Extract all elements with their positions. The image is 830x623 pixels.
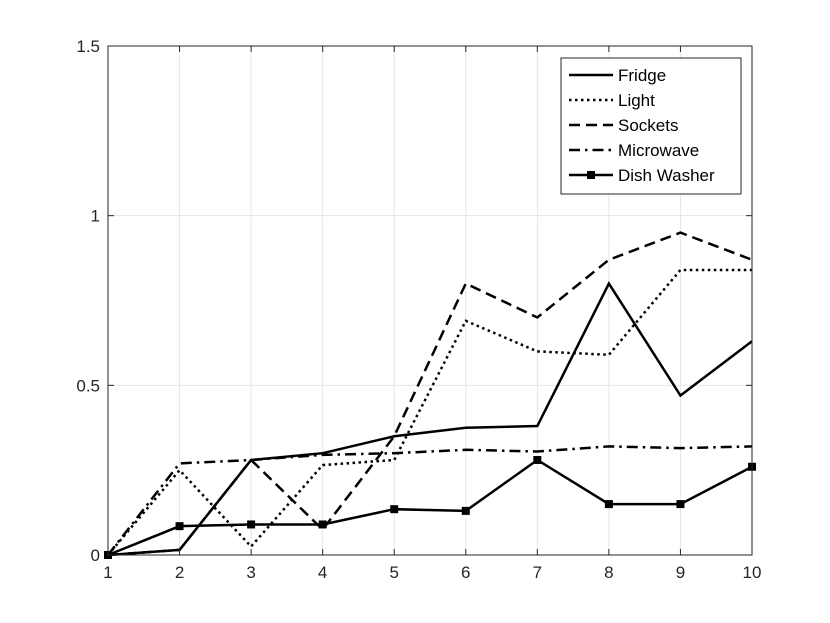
data-point-dish-washer <box>604 500 613 509</box>
x-tick-label: 1 <box>103 563 112 582</box>
series-line-sockets <box>107 231 753 557</box>
y-tick-label: 1.5 <box>76 37 100 56</box>
data-point-dish-washer <box>175 522 184 531</box>
legend-label-dish-washer: Dish Washer <box>618 166 715 185</box>
axes: 1 2 3 4 5 6 7 8 9 10 0 0.5 1 1.5 <box>76 37 761 582</box>
x-tick-label: 5 <box>389 563 398 582</box>
y-tick-label: 1 <box>91 207 100 226</box>
data-point-dish-washer <box>676 500 685 509</box>
series-line-light <box>107 268 752 556</box>
x-tick-label: 3 <box>246 563 255 582</box>
x-tick-label: 10 <box>743 563 762 582</box>
legend-label-light: Light <box>618 91 655 110</box>
data-point-dish-washer <box>318 520 327 529</box>
legend-label-sockets: Sockets <box>618 116 678 135</box>
y-tick-label: 0 <box>91 546 100 565</box>
legend-marker-dish-washer <box>587 171 595 179</box>
legend: Fridge Light Sockets Microwave Dish Washer <box>560 57 742 195</box>
x-tick-label: 4 <box>318 563 327 582</box>
x-tick-label: 2 <box>175 563 184 582</box>
data-point-dish-washer <box>247 520 256 529</box>
series-line-microwave <box>107 445 753 556</box>
series-line-dish-washer <box>107 458 753 557</box>
data-point-dish-washer <box>461 506 470 515</box>
y-tick-label: 0.5 <box>76 376 100 395</box>
axes-box <box>107 45 753 556</box>
x-tick-label: 7 <box>533 563 542 582</box>
legend-label-fridge: Fridge <box>618 66 666 85</box>
x-tick-label: 9 <box>676 563 685 582</box>
data-point-dish-washer <box>390 505 399 514</box>
x-tick-label: 8 <box>604 563 613 582</box>
data-point-dish-washer <box>533 455 542 464</box>
legend-label-microwave: Microwave <box>618 141 699 160</box>
x-tick-label: 6 <box>461 563 470 582</box>
series-group <box>104 231 756 559</box>
